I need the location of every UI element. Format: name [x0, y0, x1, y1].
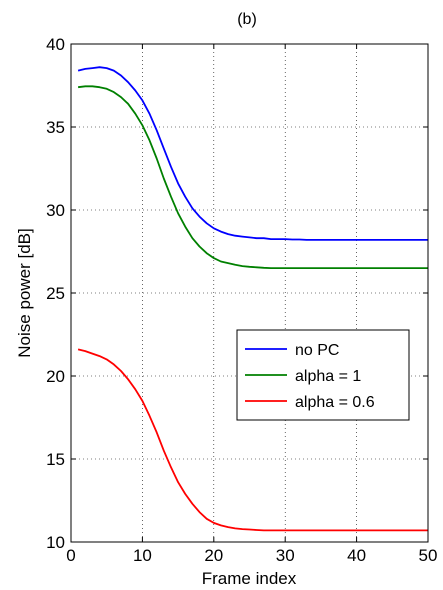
- x-tick-label: 10: [133, 546, 152, 565]
- x-tick-label: 30: [276, 546, 295, 565]
- y-tick-label: 15: [46, 450, 65, 469]
- y-axis-label: Noise power [dB]: [15, 228, 34, 357]
- x-axis-label: Frame index: [202, 569, 297, 588]
- y-tick-label: 20: [46, 367, 65, 386]
- y-tick-label: 40: [46, 35, 65, 54]
- x-tick-label: 0: [66, 546, 75, 565]
- legend: no PC alpha = 1 alpha = 0.6: [236, 329, 410, 421]
- y-tick-label: 35: [46, 118, 65, 137]
- legend-label-1: alpha = 1: [295, 368, 361, 385]
- series-line-2: [77, 348, 428, 532]
- x-tick-label: 20: [204, 546, 223, 565]
- grid-lines: [71, 44, 428, 542]
- y-tick-label: 30: [46, 201, 65, 220]
- y-tick-label: 25: [46, 284, 65, 303]
- chart-title: (b): [237, 11, 257, 28]
- series-line-0: [77, 66, 428, 241]
- plot-area-frame: [70, 43, 429, 543]
- x-tick-label: 40: [347, 546, 366, 565]
- series-line-1: [77, 85, 428, 270]
- y-tick-label: 10: [46, 533, 65, 552]
- legend-label-2: alpha = 0.6: [295, 394, 375, 411]
- x-tick-label: 50: [419, 546, 438, 565]
- series-lines: [77, 66, 428, 532]
- legend-label-0: no PC: [295, 342, 339, 359]
